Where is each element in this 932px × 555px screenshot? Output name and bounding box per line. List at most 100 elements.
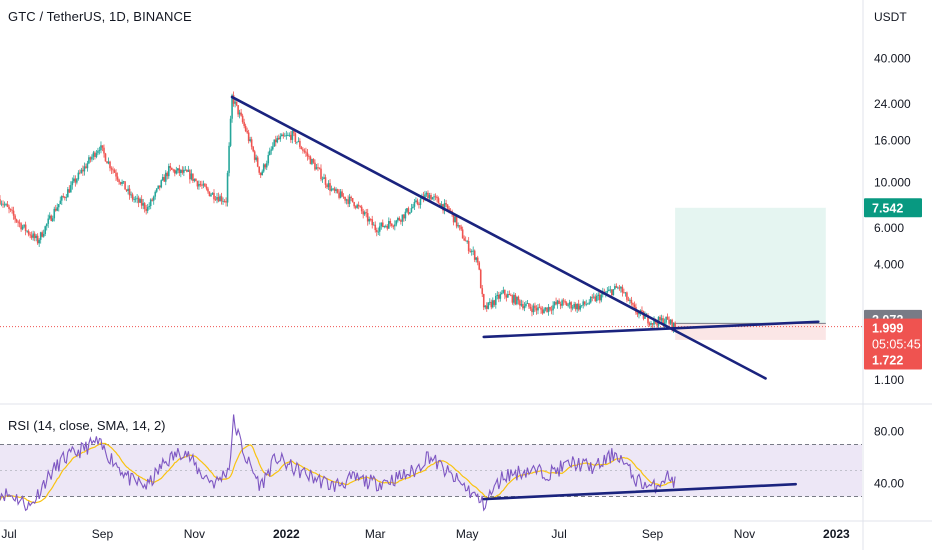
long-position-tool[interactable] (675, 207, 826, 340)
candle (412, 203, 414, 209)
candle-body (519, 300, 521, 306)
candle (26, 230, 28, 233)
candle-body (137, 197, 140, 203)
candle-body (458, 225, 461, 227)
descending-resistance-trendline[interactable] (230, 95, 767, 380)
candle-body (107, 161, 110, 164)
candle-body (259, 172, 262, 176)
candle (184, 166, 187, 171)
candle-body (461, 229, 464, 239)
candle (97, 147, 99, 156)
candle (629, 298, 631, 305)
candle-body (614, 286, 616, 290)
candle (213, 189, 215, 204)
candle-body (579, 305, 581, 310)
candle-body (577, 303, 580, 310)
trendlines[interactable] (0, 95, 862, 380)
candle-body (434, 196, 437, 198)
ascending-support-trendline[interactable] (482, 320, 820, 339)
candle (255, 154, 257, 162)
candle (290, 131, 292, 143)
candle-body (177, 168, 179, 171)
target-zone[interactable] (675, 207, 826, 324)
candle-body (409, 212, 411, 214)
candle-body (588, 302, 591, 304)
candle-body (589, 296, 592, 303)
candle-body (226, 172, 229, 203)
candle (409, 212, 411, 215)
candle (287, 132, 289, 137)
candle-body (267, 155, 270, 164)
candle-body (207, 188, 209, 192)
candle (136, 194, 138, 204)
candle-body (534, 305, 536, 309)
candle (80, 167, 83, 174)
candle-body (264, 164, 267, 168)
candle-body (485, 305, 488, 309)
candle (47, 214, 50, 228)
candle-body (315, 167, 318, 170)
candle (454, 215, 456, 223)
candle-body (544, 307, 547, 310)
candle-body (187, 170, 190, 172)
candle-body (157, 185, 160, 189)
candle-body (170, 167, 173, 170)
candle (668, 316, 670, 326)
candle (514, 293, 517, 306)
candle (152, 195, 155, 205)
candle (160, 179, 163, 189)
candle-body (240, 112, 242, 116)
candle (485, 302, 488, 312)
candle (502, 286, 505, 294)
candle (505, 293, 508, 302)
candle (665, 316, 667, 326)
candle-body (214, 199, 217, 201)
candle-body (504, 289, 506, 296)
candle-body (375, 230, 378, 233)
last-price-label: 1.999 05:05:45 (864, 318, 922, 353)
candle (190, 169, 193, 181)
candle-body (369, 219, 372, 220)
candle (626, 291, 628, 303)
candle (18, 219, 21, 228)
time-tick-label: May (456, 527, 479, 541)
candle (76, 178, 78, 185)
candle-body (574, 304, 577, 310)
candle-body (336, 189, 339, 193)
candle (383, 225, 386, 229)
candle (79, 169, 81, 175)
candle-body (360, 206, 363, 212)
rsi-pane[interactable] (0, 414, 862, 512)
candle-body (332, 188, 334, 190)
candle (351, 197, 354, 203)
candle-body (543, 309, 545, 314)
candle-body (320, 168, 322, 180)
candle (0, 200, 3, 207)
candle-body (629, 299, 631, 301)
candle (437, 196, 440, 204)
rsi-support-trendline[interactable] (482, 482, 797, 501)
candle (118, 178, 120, 185)
candle-body (116, 176, 119, 180)
candle (208, 191, 211, 197)
candle-body (597, 294, 600, 296)
candle-body (475, 257, 478, 260)
candle-body (290, 134, 292, 140)
candle (608, 286, 610, 292)
candle-body (466, 240, 468, 242)
candle (155, 188, 158, 194)
candle (600, 293, 603, 303)
candle (523, 302, 526, 312)
candle (621, 284, 624, 297)
candle (57, 204, 60, 212)
candle (433, 193, 435, 201)
candle (443, 199, 446, 215)
candle-body (594, 296, 597, 302)
candle (594, 294, 597, 302)
candle-body (571, 307, 574, 309)
candle-body (291, 130, 294, 140)
candle (128, 185, 131, 200)
candle-body (2, 203, 4, 205)
